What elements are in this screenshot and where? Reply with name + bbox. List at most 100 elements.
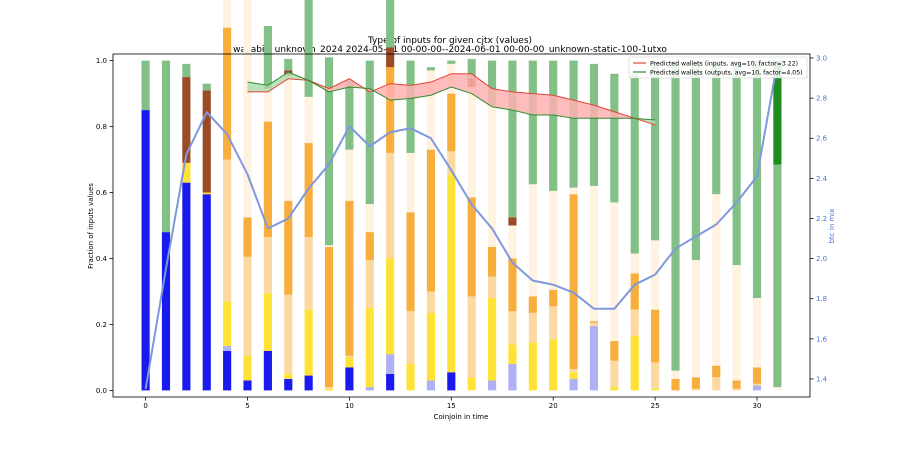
chart-title: Type of inputs for given cjtx (values) (367, 36, 532, 46)
bar-orange-22 (589, 321, 599, 323)
y2-tick-label-1: 1.6 (816, 335, 828, 343)
bar-pale-orange-18 (508, 311, 517, 345)
bar-pale-orange-11 (365, 260, 374, 308)
bar-yellow-17 (487, 298, 497, 381)
bar-blue-0 (141, 110, 150, 391)
bar-light-green-17 (487, 60, 497, 106)
bar-yellow-11 (365, 307, 374, 388)
bar-pale-orange-29 (732, 388, 741, 391)
bar-cream-29 (732, 265, 741, 381)
bar-pale-orange-27 (691, 388, 700, 391)
wallet-band-6 (267, 72, 289, 92)
bar-light-blue-18 (508, 364, 517, 391)
bar-blue-10 (345, 367, 354, 391)
bar-light-green-11 (365, 60, 374, 205)
bar-light-green-26 (671, 60, 680, 371)
bar-yellow-23 (610, 387, 619, 391)
bar-blue-5 (243, 380, 252, 391)
y2-tick-label-2: 1.8 (816, 295, 827, 303)
bar-cream-24 (630, 253, 639, 274)
wallet-band-21 (573, 100, 594, 119)
bar-light-blue-14 (426, 380, 435, 391)
bar-light-green-2 (182, 63, 191, 78)
wallet-band-19 (532, 93, 554, 116)
x-tick-label-0: 0 (143, 402, 147, 410)
bar-yellow-8 (304, 309, 313, 376)
bar-cream-4 (223, 0, 232, 28)
x-tick-label-10: 10 (345, 402, 354, 410)
bar-light-green-20 (549, 60, 558, 191)
bar-light-blue-21 (569, 378, 578, 391)
bar-pale-orange-19 (528, 312, 537, 343)
wallet-band-22 (593, 105, 615, 119)
bar-yellow-4 (223, 301, 232, 346)
bar-orange-19 (528, 296, 537, 313)
bar-cream-10 (345, 149, 354, 201)
bar-blue-8 (304, 375, 313, 391)
bar-yellow-10 (345, 357, 354, 368)
bar-pale-orange-8 (304, 237, 313, 310)
bar-brown-18 (508, 217, 517, 226)
x-tick-label-20: 20 (549, 402, 558, 410)
legend-label-1: Predicted wallets (outputs, avg=10, fact… (650, 69, 803, 76)
bar-orange-17 (487, 246, 497, 277)
bar-yellow-3 (202, 192, 211, 195)
y-tick-label-4: 0.8 (96, 123, 107, 131)
bar-yellow-7 (284, 373, 293, 379)
bar-cream-30 (752, 298, 762, 368)
bar-cream-17 (487, 105, 497, 247)
bar-light-green-14 (426, 67, 435, 71)
bar-orange-10 (345, 200, 354, 356)
bar-yellow-20 (549, 339, 558, 391)
btc-in-mix-line (144, 61, 779, 390)
bar-cream-9 (324, 245, 334, 247)
bar-orange-16 (467, 197, 476, 297)
bar-orange-20 (549, 289, 558, 307)
wallet-band-18 (512, 91, 533, 116)
bar-yellow-25 (651, 388, 660, 391)
bar-orange-27 (691, 377, 700, 389)
bar-pale-orange-20 (549, 306, 558, 340)
bar-light-green-13 (406, 60, 415, 153)
bar-blue-3 (202, 194, 211, 391)
plot-frame (112, 53, 811, 398)
bar-light-blue-17 (487, 380, 497, 391)
bar-cream-19 (528, 184, 537, 297)
bar-light-green-16 (467, 58, 476, 79)
x-axis: 0 5 10 15 20 25 30 (143, 397, 761, 410)
y2-tick-label-0: 1.4 (816, 375, 828, 383)
y-tick-label-3: 0.6 (96, 189, 108, 197)
bar-orange-7 (284, 200, 293, 295)
bar-brown-12 (386, 47, 395, 68)
legend: Predicted wallets (inputs, avg=10, facto… (628, 56, 808, 79)
bar-pale-orange-16 (467, 296, 476, 378)
bar-light-blue-12 (386, 354, 395, 374)
bar-blue-15 (447, 372, 456, 391)
bar-light-green-18 (508, 60, 517, 218)
wallet-band-15 (451, 73, 472, 94)
y2-axis-label: btc in mix (828, 209, 836, 244)
bar-orange-6 (263, 121, 272, 238)
bar-light-green-22 (589, 63, 599, 186)
bar-light-blue-11 (365, 387, 374, 391)
y-axis-label: Fraction of inputs values (87, 183, 95, 269)
bar-pale-orange-4 (223, 159, 232, 302)
bar-light-green-15 (447, 60, 456, 64)
bar-orange-18 (508, 258, 517, 312)
x-axis-label: Coinjoin in time (434, 413, 489, 421)
bar-orange-12 (386, 67, 395, 153)
y-tick-label-5: 1.0 (96, 57, 107, 65)
bar-light-blue-22 (589, 326, 599, 391)
predicted-wallets-outputs-line (247, 71, 656, 121)
bar-light-green-30 (752, 60, 762, 299)
bar-brown-2 (182, 77, 191, 163)
bar-orange-26 (671, 378, 680, 391)
bar-brown-3 (202, 90, 211, 193)
bar-cream-31 (773, 387, 782, 391)
wallet-band-13 (410, 82, 431, 99)
bar-orange-30 (752, 367, 762, 384)
bar-cream-27 (691, 260, 700, 378)
bar-pale-orange-15 (447, 151, 456, 175)
bar-light-blue-30 (752, 385, 762, 391)
